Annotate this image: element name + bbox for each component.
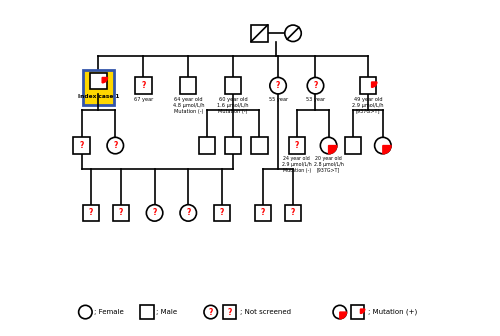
Text: ?: ? bbox=[152, 208, 157, 217]
Text: 20 year old
2.8 μmol/L/h
[937G>T]: 20 year old 2.8 μmol/L/h [937G>T] bbox=[314, 156, 344, 173]
Text: ?: ? bbox=[227, 307, 232, 317]
Circle shape bbox=[333, 305, 346, 319]
Text: ?: ? bbox=[314, 81, 318, 90]
Bar bbox=[255, 205, 272, 221]
Text: Index case 1: Index case 1 bbox=[78, 94, 119, 99]
Bar bbox=[360, 77, 376, 94]
Text: ?: ? bbox=[261, 208, 266, 217]
Bar bbox=[350, 305, 364, 319]
Circle shape bbox=[307, 78, 324, 94]
Bar bbox=[140, 305, 154, 319]
Text: ; Mutation (+): ; Mutation (+) bbox=[368, 309, 417, 315]
Circle shape bbox=[285, 25, 302, 42]
Circle shape bbox=[180, 205, 196, 221]
Text: ; Female: ; Female bbox=[94, 309, 124, 315]
Bar bbox=[222, 305, 236, 319]
Text: ; Male: ; Male bbox=[156, 309, 177, 315]
Bar bbox=[251, 25, 268, 42]
Text: ?: ? bbox=[186, 208, 190, 217]
Text: 60 year old
1.6 μmol/L/h
Mutation (-): 60 year old 1.6 μmol/L/h Mutation (-) bbox=[218, 97, 249, 114]
Circle shape bbox=[78, 305, 92, 319]
FancyBboxPatch shape bbox=[82, 70, 114, 105]
Circle shape bbox=[204, 305, 218, 319]
Bar bbox=[135, 77, 152, 94]
Wedge shape bbox=[383, 145, 391, 154]
Wedge shape bbox=[360, 309, 365, 313]
Bar bbox=[82, 205, 99, 221]
Circle shape bbox=[107, 137, 124, 154]
Text: 67 year: 67 year bbox=[134, 97, 153, 102]
Circle shape bbox=[374, 137, 391, 154]
Text: ?: ? bbox=[291, 208, 295, 217]
Bar bbox=[225, 77, 242, 94]
Circle shape bbox=[320, 137, 337, 154]
Bar bbox=[112, 205, 129, 221]
Text: 53 year: 53 year bbox=[306, 97, 325, 102]
Bar bbox=[225, 137, 242, 154]
Bar bbox=[74, 137, 90, 154]
Text: ?: ? bbox=[208, 307, 213, 317]
Wedge shape bbox=[102, 78, 108, 83]
Text: ?: ? bbox=[220, 208, 224, 217]
Bar bbox=[198, 137, 215, 154]
Bar bbox=[180, 77, 196, 94]
Text: 24 year old
2.9 μmol/L/h
Mutation (-): 24 year old 2.9 μmol/L/h Mutation (-) bbox=[282, 156, 312, 173]
Text: ?: ? bbox=[294, 141, 299, 150]
Text: 64 year old
4.8 μmol/L/h
Mutation (-): 64 year old 4.8 μmol/L/h Mutation (-) bbox=[172, 97, 204, 114]
Wedge shape bbox=[340, 312, 346, 319]
Text: 55 year: 55 year bbox=[268, 97, 287, 102]
Wedge shape bbox=[328, 145, 337, 154]
Bar bbox=[285, 205, 302, 221]
Bar bbox=[344, 137, 361, 154]
Bar bbox=[214, 205, 230, 221]
Text: ?: ? bbox=[118, 208, 123, 217]
Text: ?: ? bbox=[80, 141, 84, 150]
Wedge shape bbox=[372, 82, 377, 87]
Bar bbox=[288, 137, 305, 154]
Text: ?: ? bbox=[276, 81, 280, 90]
Text: ?: ? bbox=[89, 208, 93, 217]
Text: ?: ? bbox=[141, 81, 146, 90]
Text: ?: ? bbox=[113, 141, 117, 150]
Circle shape bbox=[270, 78, 286, 94]
Circle shape bbox=[146, 205, 163, 221]
Text: 49 year old
2.9 μmol/L/h
[937G>T]: 49 year old 2.9 μmol/L/h [937G>T] bbox=[352, 97, 384, 114]
Text: ; Not screened: ; Not screened bbox=[240, 309, 291, 315]
Bar bbox=[90, 73, 106, 89]
Bar bbox=[251, 137, 268, 154]
